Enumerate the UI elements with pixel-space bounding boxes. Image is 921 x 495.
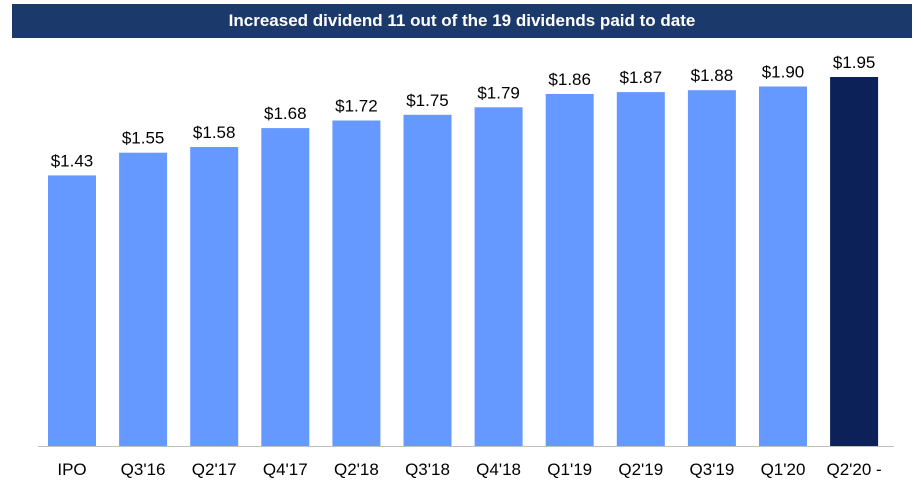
bar-6: [474, 107, 523, 447]
x-tick-label-9: Q3'19: [689, 460, 734, 479]
bar-5: [403, 114, 452, 447]
bar-7: [545, 94, 594, 446]
data-label-1: $1.55: [122, 129, 165, 148]
x-tick-label-3: Q4'17: [263, 460, 308, 479]
x-tick-label-5: Q3'18: [405, 460, 450, 479]
data-label-10: $1.90: [762, 63, 805, 82]
data-label-7: $1.86: [548, 70, 591, 89]
bar-3: [261, 128, 310, 446]
data-label-8: $1.87: [620, 68, 663, 87]
chart-title-banner: Increased dividend 11 out of the 19 divi…: [12, 4, 912, 38]
bar-11: [830, 77, 879, 446]
chart-title: Increased dividend 11 out of the 19 divi…: [228, 11, 696, 30]
x-tick-label-6: Q4'18: [476, 460, 521, 479]
x-tick-label-7: Q1'19: [547, 460, 592, 479]
x-tick-labels-group: IPO Q3'16 Q2'17 Q4'17 Q2'18 Q3'18 Q4'18 Q1'19 Q2…: [57, 460, 881, 479]
data-label-2: $1.58: [193, 123, 236, 142]
bar-0: [48, 175, 96, 446]
bar-8: [616, 92, 665, 446]
data-label-11: $1.95: [833, 53, 876, 72]
data-label-5: $1.75: [406, 91, 449, 110]
data-label-6: $1.79: [477, 83, 520, 102]
bar-10: [759, 86, 807, 446]
x-tick-label-4: Q2'18: [334, 460, 379, 479]
x-tick-label-2: Q2'17: [192, 460, 237, 479]
data-label-3: $1.68: [264, 104, 307, 123]
bar-4: [332, 120, 381, 446]
x-tick-label-0: IPO: [57, 460, 86, 479]
x-tick-label-8: Q2'19: [618, 460, 663, 479]
data-label-4: $1.72: [335, 97, 378, 116]
x-tick-label-1: Q3'16: [121, 460, 166, 479]
bar-9: [687, 90, 736, 446]
data-label-0: $1.43: [51, 151, 94, 170]
data-label-9: $1.88: [691, 66, 734, 85]
x-tick-label-10: Q1'20: [761, 460, 806, 479]
bar-2: [190, 147, 239, 446]
bar-1: [119, 152, 168, 446]
x-tick-label-11: Q2'20 -: [826, 460, 881, 479]
data-labels-group: $1.43 $1.55 $1.58 $1.68 $1.72 $1.75 $1.79 $1.86…: [51, 53, 876, 170]
bars-group: [48, 77, 879, 447]
